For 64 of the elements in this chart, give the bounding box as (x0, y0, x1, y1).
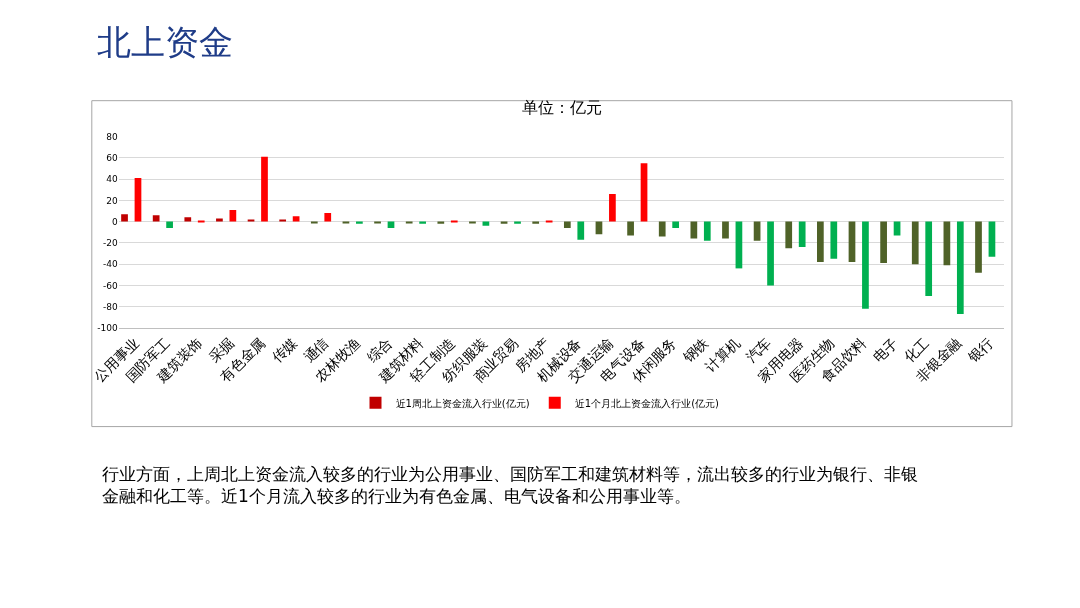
x-tick-label: 银行 (963, 334, 996, 367)
bar (563, 221, 571, 228)
bar (640, 163, 648, 222)
bar (925, 221, 933, 297)
y-tick-label: -20 (103, 238, 119, 249)
bar (292, 216, 300, 222)
bar (152, 215, 160, 222)
bar (532, 221, 540, 224)
y-tick-label: 40 (106, 174, 119, 185)
bar (545, 220, 553, 223)
bar (324, 213, 332, 222)
bar (658, 221, 666, 237)
bar (342, 221, 350, 224)
bar (166, 221, 173, 228)
bar (134, 178, 142, 222)
bar (703, 221, 711, 241)
bar (310, 221, 318, 224)
bar (514, 221, 521, 224)
bar (374, 221, 381, 224)
chart-subtitle: 单位：亿元 (522, 98, 602, 117)
legend-label: 近1个月北上资金流入行业(亿元) (574, 397, 720, 409)
bar (956, 221, 964, 315)
bar (419, 221, 426, 224)
bar (627, 221, 634, 236)
bar (817, 221, 824, 263)
x-tick-label: 传媒 (268, 334, 300, 366)
bar (356, 221, 363, 224)
bar (798, 221, 806, 248)
bar (975, 221, 982, 273)
bar (247, 219, 255, 222)
text: 行业方面，上周北上资金流入较多的行业为公用事业、国防军工和建筑材料等，流出较多的行业为银行、非银金融和化工等。近1个月流入较多的行业为有色金属、电气设备和公用事业等。 (102, 464, 918, 507)
legend-label: 近1周北上资金流入行业(亿元) (395, 397, 530, 409)
bar (216, 218, 223, 222)
bar (469, 221, 476, 224)
bar (437, 221, 445, 224)
bar (690, 221, 698, 239)
bar (229, 209, 237, 222)
bar (785, 221, 793, 249)
bar (121, 214, 128, 222)
y-tick-label: 0 (112, 216, 119, 227)
bar (450, 220, 458, 223)
bar (880, 221, 887, 264)
y-tick-label: 20 (106, 195, 119, 206)
bar (197, 220, 205, 223)
y-tick-label: 60 (106, 152, 119, 163)
bar (767, 221, 774, 286)
chart-title: 北上资金 (97, 22, 234, 63)
bar (279, 219, 287, 222)
bar (405, 221, 413, 224)
bar (722, 221, 729, 239)
bar (830, 221, 838, 259)
y-tick-label: -80 (103, 301, 119, 312)
bar (184, 217, 192, 222)
bar (609, 193, 616, 222)
y-tick-label: -60 (103, 280, 119, 291)
bar (911, 221, 919, 265)
bar (862, 221, 869, 309)
y-tick-label: -100 (97, 323, 119, 334)
y-tick-label: -40 (103, 259, 119, 270)
x-tick-label: 电子 (869, 334, 901, 366)
y-tick-label: 80 (106, 131, 119, 142)
bar (577, 221, 585, 240)
bar (261, 156, 268, 222)
bar (672, 221, 680, 228)
